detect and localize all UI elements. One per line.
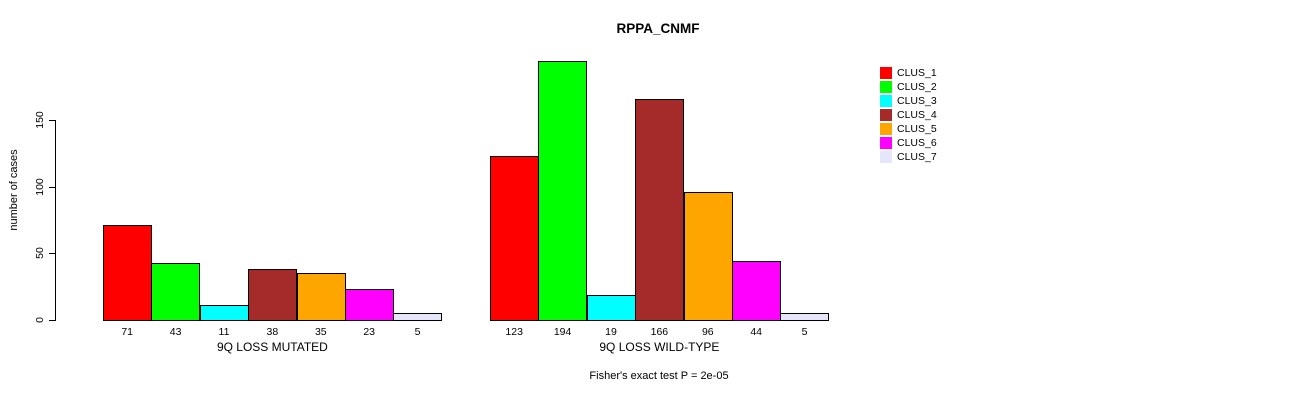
y-tick-label: 50 — [34, 247, 46, 260]
bar-clus_6-group0 — [345, 289, 394, 321]
bar-clus_4-group1 — [635, 98, 684, 321]
legend-swatch — [880, 95, 892, 107]
bar-value-label: 23 — [363, 326, 376, 338]
legend-swatch — [880, 137, 892, 149]
y-tick-label: 100 — [34, 177, 46, 196]
y-tick-label: 150 — [34, 111, 46, 129]
bar-value-label: 123 — [505, 326, 523, 338]
bar-value-label: 38 — [266, 326, 279, 338]
bar-value-label: 71 — [121, 326, 134, 338]
y-tick-label: 0 — [34, 317, 46, 323]
bar-clus_2-group0 — [151, 262, 200, 321]
bar-value-label: 11 — [218, 326, 230, 338]
legend-label: CLUS_5 — [897, 123, 937, 135]
bar-clus_3-group0 — [200, 305, 249, 321]
legend-swatch — [880, 67, 892, 79]
y-axis-line — [55, 120, 56, 321]
legend-label: CLUS_6 — [897, 137, 937, 149]
bar-clus_7-group1 — [780, 313, 829, 321]
legend-label: CLUS_3 — [897, 95, 937, 107]
bar-value-label: 35 — [314, 326, 327, 338]
y-axis-label: number of cases — [8, 149, 20, 231]
bar-value-label: 194 — [553, 326, 572, 338]
fisher-test-annotation: Fisher's exact test P = 2e-05 — [589, 370, 729, 382]
x-axis-group-label-wild-type: 9Q LOSS WILD-TYPE — [599, 340, 720, 354]
bar-value-label: 19 — [605, 326, 617, 338]
bar-value-label: 5 — [801, 326, 808, 338]
bar-clus_4-group0 — [248, 269, 297, 321]
legend-swatch — [880, 151, 892, 163]
legend-label: CLUS_4 — [897, 109, 937, 121]
bar-value-label: 96 — [701, 326, 714, 338]
bar-clus_5-group0 — [297, 273, 346, 321]
bar-clus_1-group0 — [103, 225, 152, 321]
bar-clus_7-group0 — [393, 313, 442, 321]
legend-label: CLUS_1 — [897, 67, 937, 79]
bar-clus_2-group1 — [538, 61, 587, 321]
bar-value-label: 43 — [169, 326, 182, 338]
bar-value-label: 44 — [750, 326, 763, 338]
x-axis-group-label-mutated: 9Q LOSS MUTATED — [216, 340, 328, 354]
legend-swatch — [880, 109, 892, 121]
bar-clus_1-group1 — [490, 156, 539, 321]
bar-value-label: 166 — [650, 326, 669, 338]
legend-swatch — [880, 123, 892, 135]
legend-swatch — [880, 81, 892, 93]
y-tick-mark — [49, 320, 55, 321]
bar-clus_3-group1 — [587, 294, 636, 321]
y-tick-mark — [49, 253, 55, 255]
bar-clus_5-group1 — [684, 192, 733, 321]
bar-clus_6-group1 — [732, 261, 781, 321]
bar-value-label: 5 — [414, 326, 421, 338]
chart-title: RPPA_CNMF — [616, 21, 700, 36]
y-tick-mark — [49, 120, 55, 121]
legend-label: CLUS_7 — [897, 151, 937, 163]
legend-label: CLUS_2 — [897, 81, 937, 93]
y-tick-mark — [49, 186, 55, 188]
